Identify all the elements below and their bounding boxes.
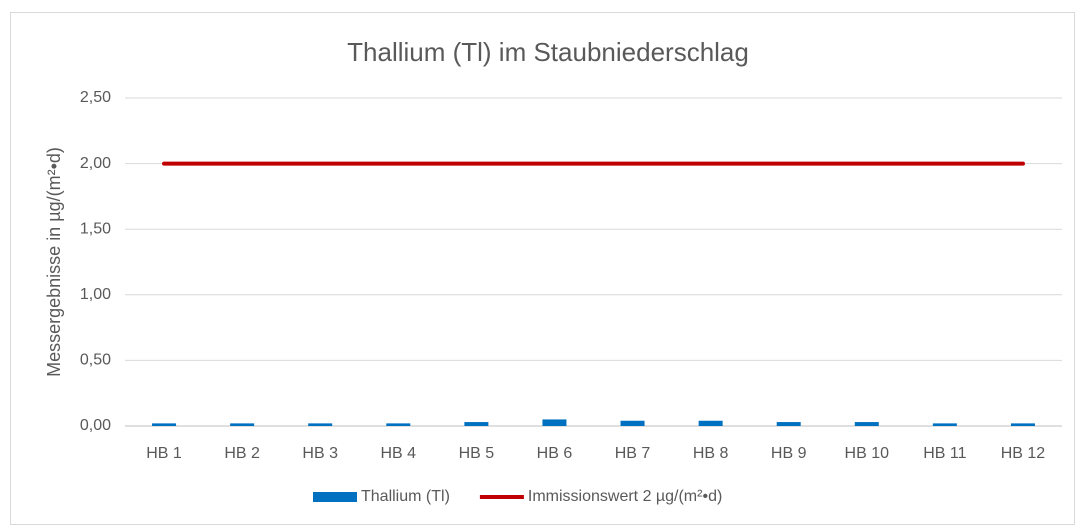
x-tick-label: HB 6 [537,445,573,462]
bar [386,423,411,426]
bar [464,422,489,426]
x-tick-label: HB 1 [146,445,182,462]
x-tick-label: HB 7 [615,445,651,462]
bar [698,420,723,426]
x-tick-label: HB 12 [1001,445,1046,462]
x-tick-label: HB 2 [224,445,260,462]
bar [932,423,957,426]
bar [542,419,567,426]
bar [1010,423,1035,426]
x-tick-label: HB 8 [693,445,729,462]
y-tick-label: 0,50 [80,352,111,369]
x-tick-label: HB 5 [459,445,495,462]
x-tick-label: HB 11 [923,445,966,462]
legend-swatch [313,492,357,502]
bar [776,422,801,426]
bar [620,420,645,426]
y-tick-label: 1,50 [80,220,111,237]
y-tick-label: 0,00 [80,417,111,434]
bar [308,423,333,426]
x-tick-label: HB 9 [771,445,807,462]
legend-label: Thallium (Tl) [361,488,450,505]
chart-title: Thallium (Tl) im Staubniederschlag [347,37,749,67]
bar [230,423,255,426]
y-axis-title: Messergebnisse in µg/(m²•d) [44,147,64,377]
legend-label: Immissionswert 2 µg/(m²•d) [528,488,722,505]
y-tick-label: 1,00 [80,286,111,303]
x-tick-label: HB 10 [845,445,890,462]
x-tick-label: HB 3 [302,445,338,462]
x-tick-label: HB 4 [381,445,417,462]
y-tick-label: 2,00 [80,155,111,172]
bar [152,423,177,426]
bar [854,422,879,426]
y-tick-label: 2,50 [80,89,111,106]
